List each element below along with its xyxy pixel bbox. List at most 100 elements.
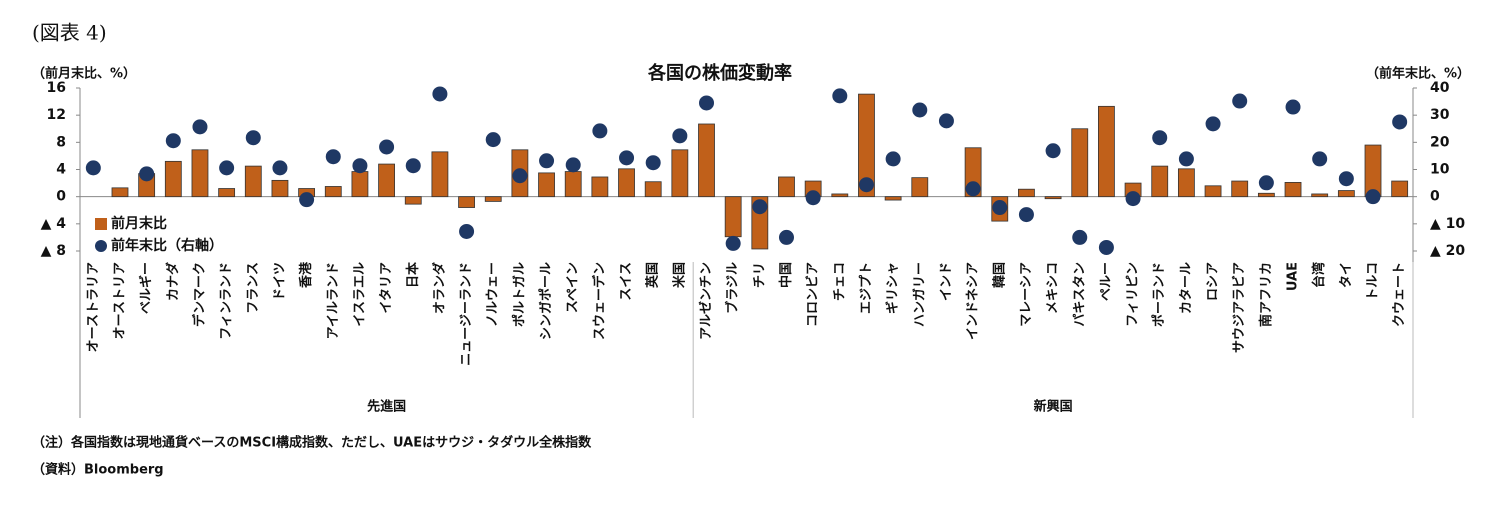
dot (885, 151, 901, 167)
x-tick-label: アイルランド (326, 262, 341, 339)
x-tick-label: フランス (246, 262, 261, 314)
x-tick-label: コロンビア (805, 262, 821, 327)
x-tick-label: エジプト (859, 262, 874, 314)
x-tick-label: 英国 (645, 262, 661, 289)
x-tick-label: ペルー (1099, 262, 1114, 301)
y2-axis-label: （前年末比、%） (1366, 66, 1470, 82)
x-tick-label: 南アフリカ (1258, 262, 1274, 327)
y2-tick-label: 10 (1430, 162, 1450, 178)
dot (1205, 116, 1221, 132)
dot (325, 149, 341, 165)
y-tick-label: 8 (56, 134, 66, 150)
dot (272, 160, 288, 176)
dot (992, 200, 1008, 216)
bar (858, 93, 875, 198)
x-tick-label: UAE (1286, 262, 1301, 291)
dot (352, 158, 368, 174)
y2-tick-label: 0 (1430, 189, 1440, 205)
bar (484, 196, 502, 202)
dot (245, 130, 261, 146)
chart-title: 各国の株価変動率 (647, 62, 792, 84)
bar (378, 163, 395, 198)
dot (1312, 151, 1328, 167)
dot (619, 150, 635, 166)
dot (539, 153, 555, 169)
y-tick-label: ▲ 8 (41, 243, 66, 259)
bar (164, 160, 182, 198)
x-tick-label: チェコ (832, 262, 847, 301)
dot (672, 128, 688, 144)
y2-tick-label: ▲ 20 (1430, 243, 1465, 259)
x-tick-label: カナダ (165, 262, 181, 301)
bar (1044, 196, 1062, 200)
x-tick-label: スペイン (566, 262, 581, 313)
note: （資料）Bloomberg (32, 462, 164, 478)
bar (271, 179, 289, 198)
dot (139, 166, 155, 182)
dot (85, 160, 101, 176)
legend-label: 前年末比（右軸） (111, 237, 223, 254)
dot (165, 133, 181, 149)
bar (324, 186, 342, 198)
bar (1231, 180, 1249, 198)
dot (1045, 143, 1061, 159)
x-tick-label: ブラジル (725, 262, 741, 314)
bar (1391, 180, 1409, 198)
x-tick-label: オランダ (431, 262, 447, 314)
dot (405, 158, 421, 174)
x-tick-label: 中国 (778, 262, 794, 288)
bar (618, 168, 635, 198)
x-tick-label: パキスタン (1072, 262, 1087, 327)
x-tick-label: マレーシア (1019, 262, 1034, 327)
bar (1071, 128, 1089, 198)
x-tick-label: ハンガリー (912, 262, 927, 327)
y-tick-label: 4 (56, 162, 66, 178)
x-tick-label: スウェーデン (591, 262, 607, 340)
x-tick-label: ロシア (1206, 262, 1221, 301)
dot (778, 229, 794, 245)
dot (299, 192, 315, 208)
dot (938, 113, 954, 129)
dot (432, 86, 448, 102)
x-tick-label: 台湾 (1311, 262, 1327, 288)
y-axis-label: （前月末比、%） (32, 66, 136, 82)
dot (1258, 175, 1274, 191)
bar (111, 187, 129, 198)
x-tick-label: トルコ (1366, 262, 1381, 301)
bar (1284, 182, 1302, 198)
dot (1392, 114, 1408, 130)
dot (965, 181, 981, 197)
y-tick-label: 12 (47, 107, 66, 123)
x-tick-label: ベルギー (138, 262, 154, 314)
bar (564, 171, 582, 198)
bar (831, 193, 849, 198)
dot (858, 177, 874, 193)
dot (645, 155, 661, 171)
dot (485, 132, 501, 148)
x-tick-label: シンガポール (538, 262, 554, 340)
dot (1365, 189, 1381, 205)
bar (1337, 190, 1355, 198)
bar (218, 188, 236, 198)
bar (351, 171, 369, 198)
bar (671, 149, 689, 198)
dot (699, 95, 715, 111)
x-tick-label: アルゼンチン (698, 262, 714, 340)
x-tick-label: フィンランド (219, 262, 234, 340)
x-tick-label: インド (939, 262, 954, 301)
bar (1204, 185, 1222, 198)
dot (1338, 171, 1354, 187)
y-tick-label: 16 (47, 80, 66, 96)
x-tick-label: インドネシア (966, 262, 981, 340)
dot (1285, 99, 1301, 115)
x-tick-label: オーストラリア (86, 262, 101, 352)
bar (1098, 105, 1115, 198)
x-tick-label: クウェート (1392, 262, 1407, 327)
x-tick-label: 米国 (671, 262, 687, 288)
dot (1232, 93, 1248, 109)
dot (832, 88, 848, 104)
bar (538, 172, 555, 198)
legend-marker (95, 240, 107, 252)
dot (565, 157, 581, 173)
bar (1177, 168, 1195, 198)
